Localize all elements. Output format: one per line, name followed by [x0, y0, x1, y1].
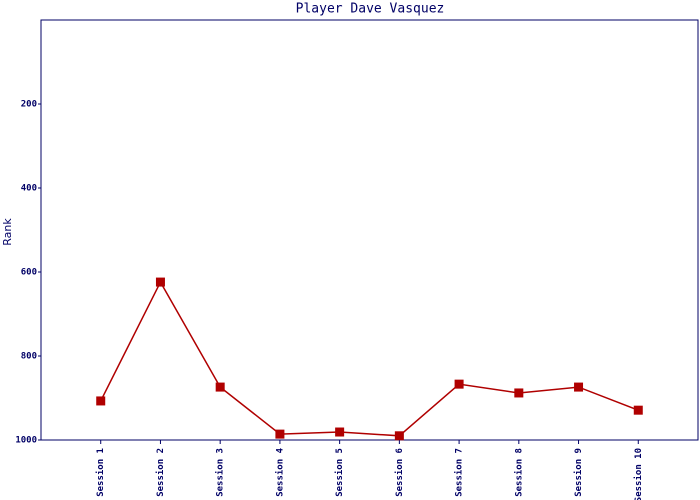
plot-frame [40, 19, 699, 441]
x-tick-label: Session 9 [573, 448, 584, 497]
point [514, 388, 524, 398]
y-tick-label: 1000 [15, 436, 37, 446]
chart-title: Player Dave Vasquez [296, 2, 445, 17]
point [155, 277, 165, 287]
point [633, 405, 643, 415]
x-tick-label: Session 1 [95, 448, 106, 497]
point [335, 427, 345, 437]
y-tick-label: 600 [21, 268, 37, 278]
x-tick-label: Session 6 [394, 448, 405, 497]
x-tick-label: Session 7 [454, 448, 465, 497]
y-tick-label: 200 [21, 100, 37, 110]
point [394, 431, 404, 441]
y-axis-title: Rank [1, 218, 14, 246]
point [454, 379, 464, 389]
point [215, 382, 225, 392]
y-tick-label: 400 [21, 184, 37, 194]
x-tick-label: Session 3 [215, 448, 226, 497]
x-tick-label: Session 2 [155, 448, 166, 497]
x-tick-label: Session 5 [334, 448, 345, 497]
point [275, 429, 285, 439]
x-tick-label: Session 10 [633, 448, 644, 500]
point [574, 382, 584, 392]
x-tick-label: Session 4 [274, 447, 285, 496]
x-tick-label: Session 8 [513, 448, 524, 497]
point [96, 396, 106, 406]
y-tick-label: 800 [21, 352, 37, 362]
series-line [100, 280, 639, 437]
